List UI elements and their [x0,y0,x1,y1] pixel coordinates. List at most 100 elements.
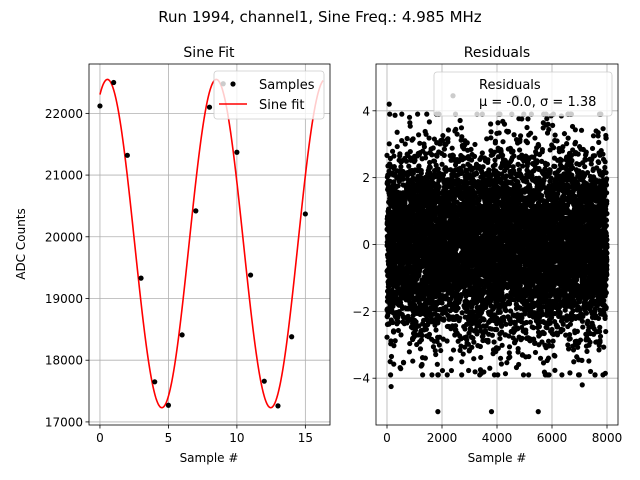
residual-point [413,319,419,325]
residual-point [468,146,474,152]
residual-point [424,111,430,117]
residual-point [488,129,494,135]
residual-point [399,111,405,117]
sine-fit-x-tick-label: 0 [96,431,104,445]
residual-point [423,326,429,332]
residual-point [439,161,445,167]
residual-point [398,366,404,372]
residual-point [476,197,482,203]
residual-point [488,121,494,127]
sample-point [124,152,130,158]
residual-point [418,337,425,343]
residual-point [426,119,432,125]
residual-point [433,327,439,333]
residual-point [440,137,446,143]
residual-point [483,304,489,310]
residual-point [407,123,413,129]
residual-point [495,120,501,126]
residual-point [387,359,393,365]
residual-point [422,155,429,161]
residual-point [462,326,468,332]
residual-point [505,128,512,135]
sample-point [247,272,254,278]
residual-point [485,339,491,345]
sine-fit-y-tick-label: 22000 [45,107,83,121]
residual-point [405,313,411,319]
sine-fit-axes-frame [88,63,331,426]
residual-point [500,139,506,145]
residual-point [480,164,486,170]
residual-point [471,153,478,159]
sine-fit-title: Sine Fit [183,45,235,61]
residual-point [406,349,412,355]
residual-point [444,338,450,344]
sine-fit-x-tick-label: 5 [165,431,173,445]
residual-point [427,164,433,171]
residual-point [435,166,441,172]
sine-fit-panel: Sine Fit 0 5 10 15 170001800019000200002100… [14,45,331,465]
sample-point [179,332,185,338]
residual-point [416,163,422,169]
residual-point [443,306,449,312]
sample-point [302,211,308,217]
residual-point [502,371,509,377]
residual-point [391,164,397,170]
residual-point [398,164,404,170]
residual-point [420,372,426,378]
residual-point [441,146,448,152]
legend-samples-marker [230,81,236,87]
residual-point [390,319,396,326]
residuals-title: Residuals [464,45,530,61]
residual-point [454,131,460,137]
residual-point [471,356,477,362]
residual-point [457,315,463,321]
residual-point [410,358,416,364]
sample-point [111,79,117,86]
sine-fit-y-tick-label: 17000 [45,415,83,429]
residual-point [477,343,483,350]
residual-point [445,136,451,142]
sample-point [275,403,281,409]
residual-point [429,152,435,158]
sine-fit-legend: Samples Sine fit [213,70,325,120]
residual-point [386,141,392,147]
sine-fit-legend-box [213,70,325,120]
sample-point [206,104,213,110]
residual-point [445,127,452,133]
residual-point [431,158,438,164]
sine-fit-y-tick-label: 19000 [45,292,83,306]
residual-point [417,346,424,352]
sample-point [138,275,144,281]
residual-point [519,335,525,341]
residual-point [407,340,413,347]
residual-point [404,135,410,142]
sine-fit-curve [99,78,324,409]
residual-point [388,338,394,344]
residual-point [492,138,499,144]
residual-point [450,347,457,353]
residual-point [485,157,491,163]
residual-point [499,342,505,348]
residual-point [439,367,446,374]
residual-point [457,117,463,124]
residual-point [511,132,517,138]
residual-point [481,369,487,375]
residual-point [384,334,390,340]
residual-point [392,338,398,344]
residual-point [427,159,433,166]
sine-fit-x-tick-label: 15 [298,431,313,445]
residual-point [399,138,405,144]
residual-point [402,141,408,147]
residual-point [498,323,505,329]
sample-point [261,378,267,384]
residual-point [494,326,500,333]
residual-point [441,152,447,158]
residual-point [398,332,404,338]
sine-fit-curve-group [99,78,324,409]
residual-point [516,147,523,153]
residual-point [421,144,427,150]
residual-point [511,153,517,159]
residual-point [403,158,410,164]
residual-point [448,367,455,374]
